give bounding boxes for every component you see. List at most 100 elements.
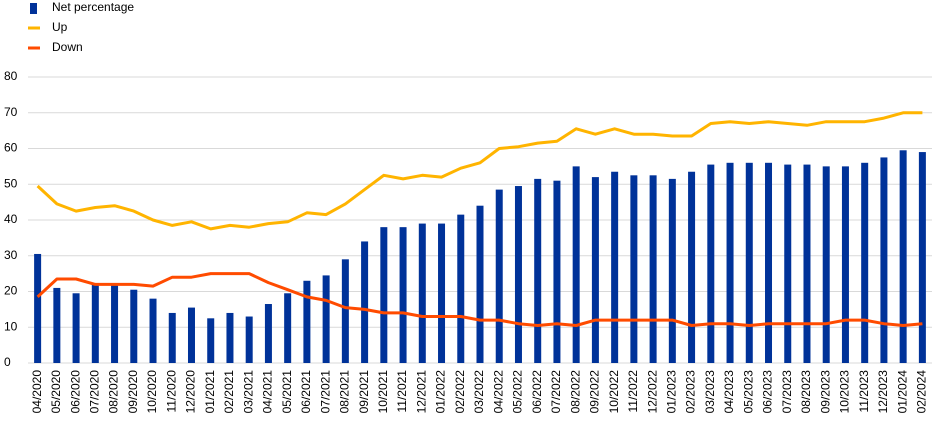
x-tick-label: 01/2022 [434,370,448,414]
x-tick-label: 09/2022 [588,370,602,414]
x-tick-label: 01/2024 [895,370,909,414]
bar [399,227,407,363]
x-tick-label: 02/2024 [915,370,929,414]
bar [514,186,522,363]
x-tick-label: 10/2022 [607,370,621,414]
x-tick-label: 01/2023 [665,370,679,414]
x-tick-label: 07/2020 [87,370,101,414]
x-tick-label: 03/2022 [472,370,486,414]
y-tick-label: 20 [4,284,18,298]
bar [264,304,272,363]
legend-swatch [30,3,37,14]
x-tick-label: 05/2023 [741,370,755,414]
bar [918,152,926,363]
bar [591,177,599,363]
bar [688,171,696,363]
bar [284,293,292,363]
bar [476,205,484,363]
legend-label: Net percentage [52,0,134,14]
x-tick-label: 02/2021 [222,370,236,414]
bar [380,227,388,363]
x-tick-label: 04/2022 [491,370,505,414]
bar [207,318,215,363]
y-tick-label: 0 [4,355,11,369]
x-tick-label: 11/2020 [164,370,178,413]
x-tick-label: 12/2021 [414,370,428,414]
x-tick-label: 05/2021 [280,370,294,414]
x-tick-label: 06/2022 [530,370,544,414]
bar [53,287,61,363]
y-tick-label: 30 [4,248,18,262]
bar [187,307,195,363]
x-tick-label: 01/2021 [203,370,217,414]
bar [149,298,157,363]
y-tick-label: 10 [4,319,18,333]
bar [668,178,676,363]
bar [553,180,561,363]
bar [168,312,176,363]
bar [572,166,580,363]
bar [130,289,138,363]
bar [630,175,638,363]
x-tick-label: 08/2021 [338,370,352,414]
legend-label: Up [52,20,68,34]
x-tick-label: 02/2022 [453,370,467,414]
x-tick-label: 12/2022 [645,370,659,414]
bar [784,164,792,363]
bar [226,312,234,363]
x-tick-label: 05/2020 [49,370,63,414]
bar [745,162,753,363]
bar [91,284,99,363]
x-tick-label: 05/2022 [511,370,525,414]
bar [822,166,830,363]
bar [841,166,849,363]
bar [72,293,80,363]
x-tick-label: 12/2023 [876,370,890,414]
bar [341,259,349,363]
x-tick-label: 08/2022 [568,370,582,414]
x-tick-label: 10/2023 [838,370,852,414]
bar [418,223,426,363]
x-tick-label: 04/2023 [722,370,736,414]
y-tick-label: 50 [4,176,18,190]
x-tick-label: 04/2021 [261,370,275,414]
bar [245,316,253,363]
bar [438,223,446,363]
bar [534,178,542,363]
bar [803,164,811,363]
x-tick-label: 06/2023 [761,370,775,414]
x-tick-label: 11/2021 [395,370,409,413]
y-tick-label: 60 [4,141,18,155]
x-tick-label: 07/2021 [318,370,332,414]
bar [322,275,330,363]
y-tick-label: 40 [4,212,18,226]
bar [611,171,619,363]
bar [861,162,869,363]
bar [707,164,715,363]
bar [361,241,369,363]
bar [457,214,465,363]
x-tick-label: 06/2021 [299,370,313,414]
x-tick-label: 06/2020 [68,370,82,414]
x-tick-label: 04/2020 [30,370,44,414]
y-tick-label: 80 [4,69,18,83]
x-tick-label: 11/2023 [857,370,871,413]
x-tick-label: 09/2020 [126,370,140,414]
x-tick-label: 11/2022 [626,370,640,413]
line [36,111,923,231]
y-tick-label: 70 [4,105,18,119]
bar [111,284,119,363]
x-tick-label: 09/2021 [357,370,371,414]
bar [303,280,311,363]
x-tick-label: 12/2020 [184,370,198,414]
x-tick-label: 07/2022 [549,370,563,414]
x-tick-label: 02/2023 [684,370,698,414]
x-tick-label: 09/2023 [818,370,832,414]
legend-label: Down [52,40,83,54]
line [36,272,923,327]
bar [880,157,888,363]
x-tick-label: 10/2021 [376,370,390,414]
bar [34,253,42,363]
bar [765,162,773,363]
